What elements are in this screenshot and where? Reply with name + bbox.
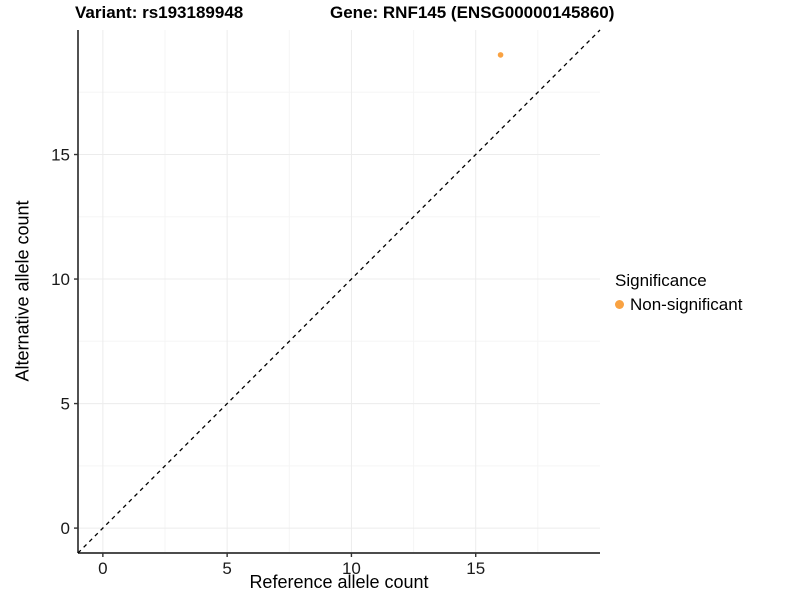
x-tick-label: 0 [98,559,107,578]
x-tick-label: 15 [466,559,485,578]
y-axis-title: Alternative allele count [12,200,33,382]
y-tick-label: 15 [51,146,70,165]
plot-title-variant: Variant: rs193189948 [75,3,244,22]
legend-title: Significance [615,271,707,290]
plot-title-gene: Gene: RNF145 (ENSG00000145860) [330,3,615,22]
y-tick-label: 5 [61,395,70,414]
legend: Significance Non-significant [615,271,742,314]
y-tick-label: 0 [61,519,70,538]
legend-item-label: Non-significant [630,295,743,314]
data-point [497,52,504,58]
legend-key-circle-icon [615,300,624,309]
legend-item: Non-significant [615,295,742,314]
x-axis-title: Reference allele count [249,572,429,592]
y-tick-label: 10 [51,270,70,289]
x-tick-label: 5 [222,559,231,578]
x-tick-label: 10 [342,559,361,578]
identity-dashed-line [77,29,601,554]
